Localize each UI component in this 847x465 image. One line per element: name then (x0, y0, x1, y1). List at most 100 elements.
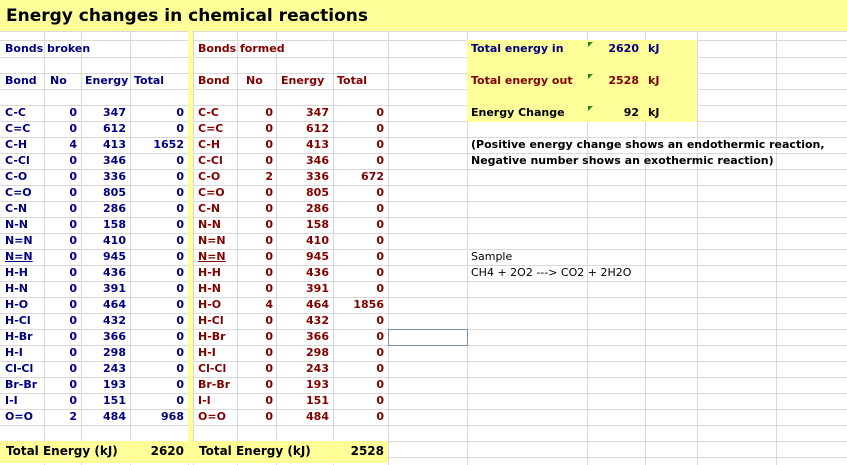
formula-indicator-icon (588, 42, 593, 47)
broken-row-bond: Cl-Cl (5, 362, 34, 375)
formed-row-no: 0 (265, 250, 273, 263)
broken-row-bond: C=O (5, 186, 32, 199)
broken-row-energy: 151 (103, 394, 126, 407)
broken-row-total: 0 (176, 234, 184, 247)
formed-row-no: 0 (265, 122, 273, 135)
formed-row-total: 0 (376, 218, 384, 231)
broken-row-bond: H-H (5, 266, 28, 279)
formed-row-total: 672 (361, 170, 384, 183)
broken-row-energy: 347 (103, 106, 126, 119)
formed-header-bond: Bond (198, 74, 230, 87)
formed-row-energy: 410 (306, 234, 329, 247)
energy-out-label: Total energy out (471, 74, 573, 87)
formed-row-total: 1856 (353, 298, 384, 311)
broken-row-energy: 945 (103, 250, 126, 263)
broken-row-total: 0 (176, 218, 184, 231)
formed-row-bond: N=N (198, 250, 226, 263)
broken-row-bond: N=N (5, 234, 33, 247)
formed-row-bond: C-N (198, 202, 221, 215)
formed-row-energy: 193 (306, 378, 329, 391)
formula-indicator-icon (588, 106, 593, 111)
formed-row-energy: 243 (306, 362, 329, 375)
formed-row-no: 0 (265, 410, 273, 423)
broken-total-value: 2620 (150, 444, 184, 458)
broken-row-energy: 413 (103, 138, 126, 151)
formed-row-energy: 286 (306, 202, 329, 215)
broken-row-energy: 243 (103, 362, 126, 375)
formed-row-bond: H-Br (198, 330, 226, 343)
formed-row-energy: 484 (306, 410, 329, 423)
broken-row-total: 0 (176, 282, 184, 295)
broken-row-energy: 805 (103, 186, 126, 199)
broken-row-no: 0 (69, 154, 77, 167)
energy-change-value: 92 (623, 106, 639, 119)
broken-row-bond: H-N (5, 282, 28, 295)
broken-header-bond: Bond (5, 74, 37, 87)
formed-row-energy: 464 (306, 298, 329, 311)
formed-row-no: 0 (265, 154, 273, 167)
broken-row-total: 0 (176, 106, 184, 119)
formed-row-total: 0 (376, 250, 384, 263)
broken-row-bond: C-H (5, 138, 28, 151)
broken-row-total: 0 (176, 250, 184, 263)
energy-out-unit: kJ (648, 74, 660, 87)
broken-row-total: 0 (176, 154, 184, 167)
broken-row-total: 0 (176, 170, 184, 183)
formed-row-bond: N=N (198, 234, 226, 247)
formed-row-energy: 432 (306, 314, 329, 327)
broken-row-energy: 432 (103, 314, 126, 327)
broken-row-total: 0 (176, 330, 184, 343)
formed-row-no: 2 (265, 170, 273, 183)
formed-row-no: 0 (265, 314, 273, 327)
broken-row-no: 0 (69, 170, 77, 183)
broken-row-total: 968 (161, 410, 184, 423)
energy-in-unit: kJ (648, 42, 660, 55)
formed-total-label: Total Energy (kJ) (199, 444, 311, 458)
formed-row-total: 0 (376, 362, 384, 375)
broken-row-total: 0 (176, 122, 184, 135)
energy-change-unit: kJ (648, 106, 660, 119)
broken-row-bond: C=C (5, 122, 31, 135)
bonds-broken-label: Bonds broken (5, 42, 91, 55)
broken-row-energy: 391 (103, 282, 126, 295)
broken-row-no: 0 (69, 394, 77, 407)
broken-row-bond: H-I (5, 346, 23, 359)
broken-row-no: 0 (69, 298, 77, 311)
broken-row-bond: H-O (5, 298, 29, 311)
broken-row-bond: N-N (5, 218, 28, 231)
formed-row-no: 4 (265, 298, 273, 311)
energy-in-value: 2620 (608, 42, 639, 55)
formed-row-bond: C=O (198, 186, 225, 199)
broken-row-no: 0 (69, 266, 77, 279)
summary-box (467, 40, 697, 122)
formed-row-bond: I-I (198, 394, 211, 407)
broken-row-energy: 410 (103, 234, 126, 247)
formed-row-bond: C-Cl (198, 154, 223, 167)
broken-row-energy: 193 (103, 378, 126, 391)
broken-row-total: 0 (176, 186, 184, 199)
broken-row-energy: 366 (103, 330, 126, 343)
broken-row-energy: 346 (103, 154, 126, 167)
formed-row-bond: C-C (198, 106, 219, 119)
formed-row-bond: C-H (198, 138, 221, 151)
selected-cell[interactable] (388, 329, 468, 346)
formed-row-energy: 151 (306, 394, 329, 407)
formed-row-no: 0 (265, 362, 273, 375)
broken-row-total: 0 (176, 298, 184, 311)
formed-row-no: 0 (265, 330, 273, 343)
formed-row-total: 0 (376, 234, 384, 247)
formed-row-energy: 391 (306, 282, 329, 295)
formed-row-total: 0 (376, 346, 384, 359)
formed-row-total: 0 (376, 314, 384, 327)
formed-row-no: 0 (265, 218, 273, 231)
formed-header-energy: Energy (281, 74, 325, 87)
broken-header-energy: Energy (85, 74, 129, 87)
formed-row-bond: Br-Br (198, 378, 231, 391)
formed-row-energy: 347 (306, 106, 329, 119)
energy-out-value: 2528 (608, 74, 639, 87)
broken-row-total: 0 (176, 378, 184, 391)
broken-row-no: 0 (69, 218, 77, 231)
broken-row-bond: Br-Br (5, 378, 38, 391)
formed-row-total: 0 (376, 410, 384, 423)
broken-header-total: Total (134, 74, 165, 87)
